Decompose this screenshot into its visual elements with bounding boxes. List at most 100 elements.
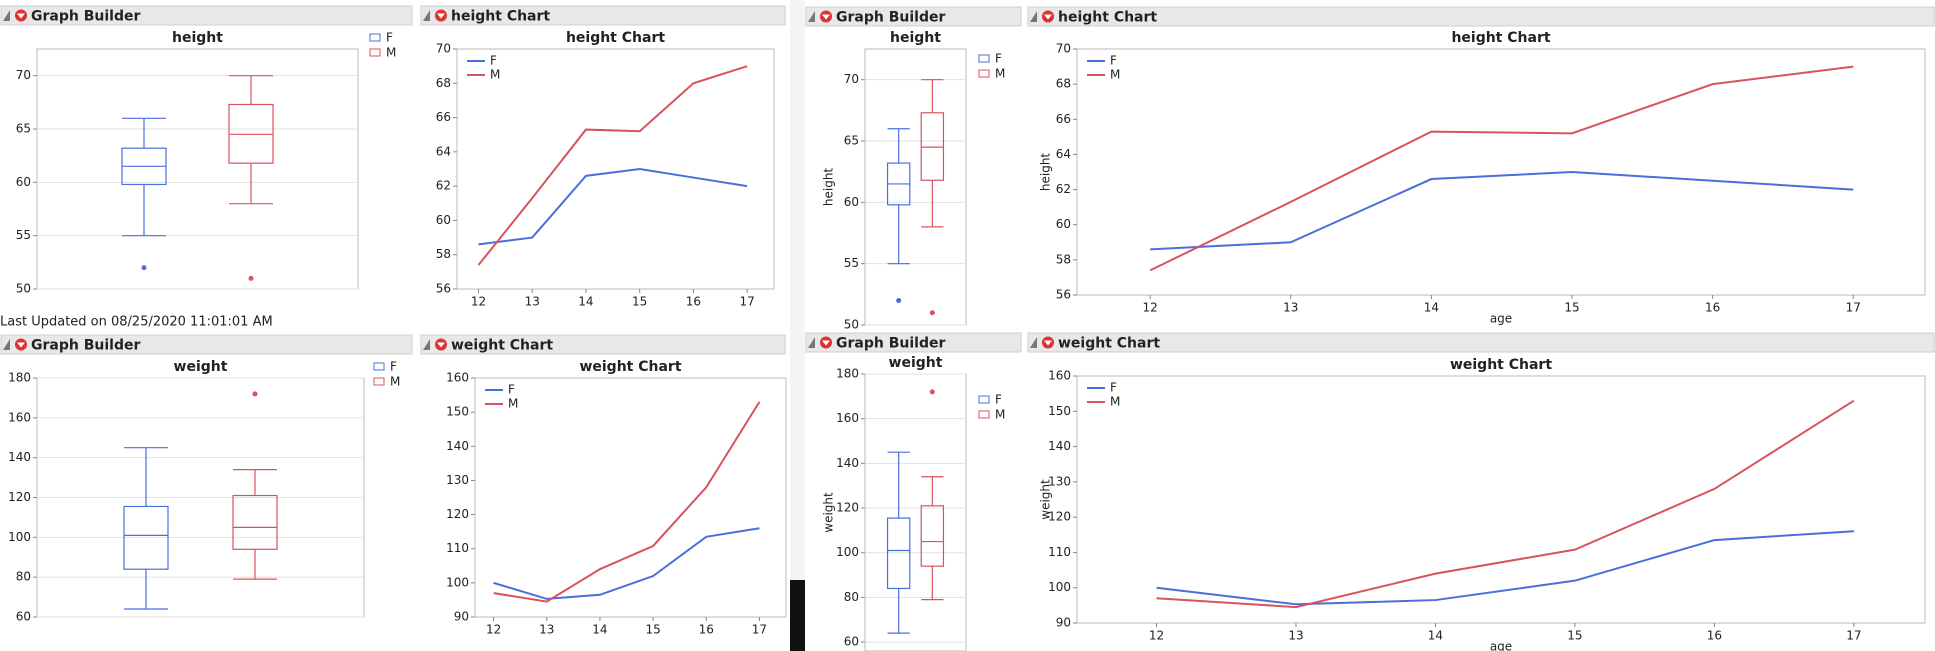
legend-label: F [490, 54, 497, 68]
outlier [896, 297, 902, 303]
panel-title: Graph Builder [31, 338, 140, 354]
y-tick-label: 50 [844, 318, 859, 332]
legend-swatch [978, 410, 990, 419]
panel-header [805, 332, 1022, 353]
y-tick-label: 70 [844, 72, 859, 86]
y-tick-label: 90 [454, 610, 469, 624]
x-tick-label: 17 [739, 295, 754, 309]
collapse-toggle[interactable] [3, 339, 10, 350]
collapse-toggle[interactable] [808, 11, 815, 22]
panel-title: height Chart [1058, 10, 1157, 26]
y-tick-label: 66 [1056, 112, 1071, 126]
plot-frame [1076, 375, 1926, 624]
chart-title: height [890, 30, 941, 46]
legend-swatch [978, 69, 990, 78]
y-tick-label: 130 [1048, 474, 1071, 488]
legend-label: M [490, 68, 500, 82]
box [123, 505, 169, 570]
menu-arrow [1044, 340, 1052, 346]
collapse-toggle[interactable] [808, 337, 815, 348]
y-tick-label: 120 [8, 490, 31, 504]
legend-swatch [978, 54, 990, 63]
y-tick-label: 68 [1056, 77, 1071, 91]
y-tick-label: 160 [836, 411, 859, 425]
collapse-toggle[interactable] [423, 10, 430, 21]
x-tick-label: 16 [699, 623, 714, 637]
y-tick-label: 62 [436, 179, 451, 193]
series-line [1149, 65, 1854, 272]
panel-title: weight Chart [451, 338, 553, 354]
box [886, 517, 911, 590]
plot-frame [36, 48, 359, 290]
window-gap [790, 0, 805, 651]
y-tick-label: 100 [446, 575, 469, 589]
legend-label: M [386, 46, 396, 60]
y-tick-label: 180 [836, 367, 859, 381]
series-line [1156, 530, 1854, 606]
y-tick-label: 150 [446, 405, 469, 419]
y-tick-label: 70 [16, 68, 31, 82]
y-tick-label: 120 [1048, 510, 1071, 524]
plot-frame [1076, 48, 1926, 296]
panel-title: weight Chart [1058, 336, 1160, 352]
series-line [1156, 399, 1855, 609]
chart-title: height Chart [1451, 30, 1550, 46]
x-tick-label: 13 [539, 623, 554, 637]
box [920, 112, 945, 181]
menu-arrow [437, 342, 445, 348]
y-tick-label: 80 [16, 570, 31, 584]
y-tick-label: 56 [1056, 288, 1071, 302]
y-tick-label: 160 [1048, 369, 1071, 383]
legend-label: M [995, 408, 1005, 422]
y-tick-label: 140 [1048, 439, 1071, 453]
y-tick-label: 66 [436, 110, 451, 124]
collapse-toggle[interactable] [423, 339, 430, 350]
chart-title: height [172, 30, 223, 46]
y-tick-label: 140 [836, 456, 859, 470]
x-tick-label: 12 [1142, 301, 1157, 315]
legend-label: F [386, 31, 393, 45]
panel-header [1027, 332, 1935, 353]
y-tick-label: 100 [836, 545, 859, 559]
y-tick-label: 160 [8, 410, 31, 424]
x-tick-label: 12 [486, 623, 501, 637]
y-tick-label: 180 [8, 371, 31, 385]
box [232, 494, 278, 550]
y-tick-label: 100 [1048, 580, 1071, 594]
collapse-toggle[interactable] [1030, 11, 1037, 22]
y-tick-label: 70 [436, 42, 451, 56]
chart-title: weight [889, 355, 943, 371]
y-tick-label: 60 [1056, 217, 1071, 231]
y-tick-label: 60 [16, 610, 31, 624]
plot-frame [474, 377, 787, 618]
y-tick-label: 140 [446, 439, 469, 453]
y-tick-label: 65 [16, 122, 31, 136]
legend-label: M [390, 375, 400, 389]
collapse-toggle[interactable] [3, 10, 10, 21]
x-tick-label: 13 [1288, 629, 1303, 643]
y-tick-label: 90 [1056, 616, 1071, 630]
y-tick-label: 110 [1048, 545, 1071, 559]
x-tick-label: 16 [1707, 629, 1722, 643]
y-tick-label: 64 [436, 144, 451, 158]
y-tick-label: 68 [436, 76, 451, 90]
chart-title: height Chart [566, 30, 665, 46]
legend-label: M [1110, 395, 1120, 409]
panel-title: Graph Builder [836, 336, 945, 352]
y-tick-label: 60 [16, 175, 31, 189]
background-window [790, 580, 805, 651]
legend-label: M [995, 67, 1005, 81]
y-tick-label: 150 [1048, 404, 1071, 418]
plot-frame [456, 48, 775, 290]
legend-swatch [369, 48, 381, 57]
collapse-toggle[interactable] [1030, 337, 1037, 348]
legend-label: M [508, 397, 518, 411]
plot-frame [864, 48, 967, 326]
legend-swatch [373, 377, 385, 386]
series-line [478, 167, 748, 246]
y-axis-label: height [822, 168, 836, 207]
box [920, 505, 945, 567]
panel-header [0, 5, 413, 26]
outlier [929, 310, 935, 316]
